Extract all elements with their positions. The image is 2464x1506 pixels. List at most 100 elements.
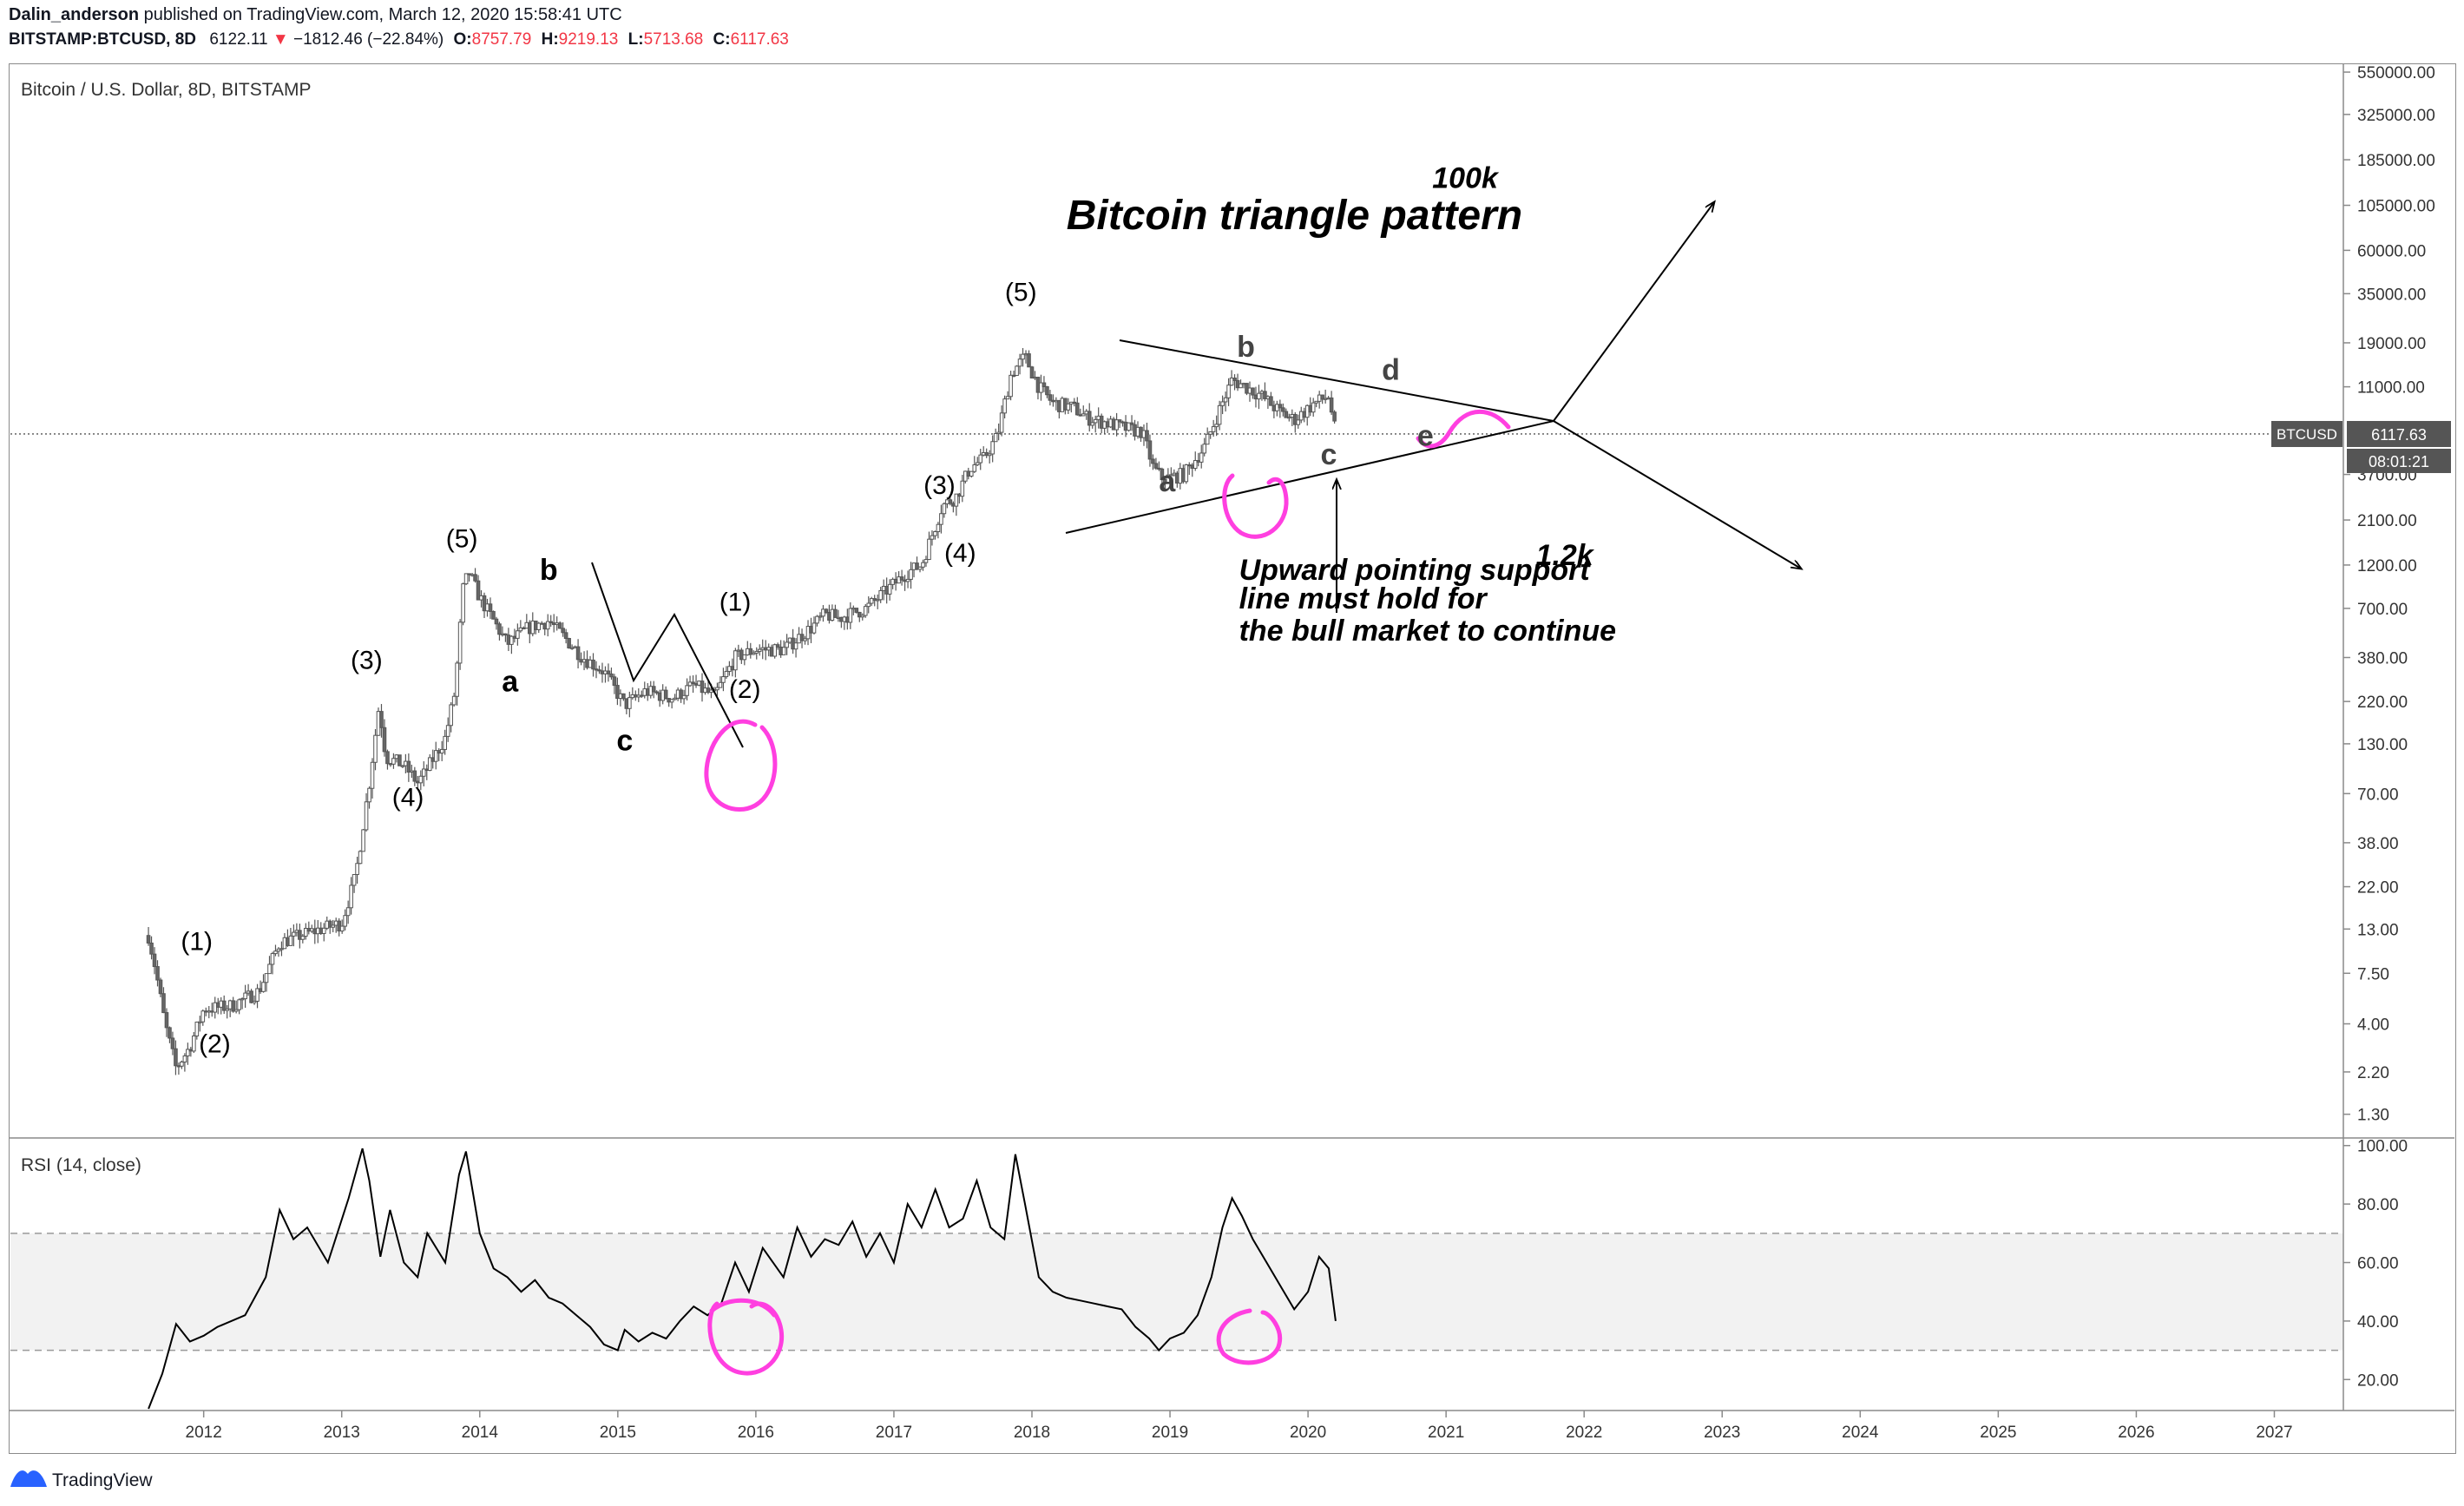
candle-body — [273, 950, 278, 955]
candle-body — [781, 647, 786, 655]
chart-annotation: Upward pointing support — [1239, 554, 1592, 587]
time-tick-label: 2025 — [1980, 1424, 2016, 1442]
time-tick-label: 2013 — [324, 1424, 360, 1442]
candle-body — [751, 652, 756, 655]
price-tick-label: 220.00 — [2357, 694, 2408, 712]
candle-body — [561, 628, 565, 634]
candle-body — [1329, 397, 1334, 413]
chart-annotation: 1.2k — [1536, 539, 1595, 572]
wave-label: c — [1320, 438, 1337, 471]
candle-body — [279, 948, 284, 950]
candle-body — [990, 441, 995, 455]
price-tick-label: 4.00 — [2357, 1016, 2389, 1035]
candle-body — [476, 580, 481, 601]
candle-body — [1066, 403, 1071, 411]
candle-body — [451, 695, 457, 706]
pink-highlights — [704, 409, 1511, 1376]
candle-body — [292, 931, 296, 937]
candle-body — [969, 470, 974, 477]
candle-body — [443, 735, 447, 750]
candle-body — [237, 999, 241, 1010]
wave-lines — [591, 202, 1801, 748]
rsi-pane-title: RSI (14, close) — [21, 1155, 141, 1175]
candles-group — [146, 347, 1337, 1075]
candle-body — [1039, 382, 1043, 393]
candle-body — [627, 697, 632, 709]
candle-body — [1093, 418, 1098, 424]
price-tick-label: 2.20 — [2357, 1064, 2389, 1082]
candle-body — [799, 634, 805, 641]
open-label: O: — [453, 30, 472, 49]
wave-label: (2) — [199, 1030, 231, 1059]
abc-correction-line — [591, 562, 744, 748]
candle-body — [1147, 440, 1153, 460]
candle-body — [1232, 378, 1237, 381]
candle-body — [954, 493, 959, 507]
chart-annotation: 100k — [1432, 162, 1500, 195]
candle-body — [748, 648, 753, 655]
wave-label: e — [1417, 419, 1434, 452]
wave-label: a — [1159, 465, 1176, 498]
author-name[interactable]: Dalin_anderson — [9, 5, 140, 24]
candle-body — [1005, 396, 1010, 400]
candle-body — [331, 924, 336, 928]
candle-body — [352, 873, 357, 886]
candle-body — [516, 630, 520, 639]
candle-body — [231, 1000, 235, 1012]
countdown-tag-text: 08:01:21 — [2369, 453, 2429, 470]
tradingview-logo[interactable]: TradingView — [10, 1470, 153, 1490]
candle-body — [1151, 458, 1155, 464]
candle-body — [270, 953, 275, 965]
price-tick-label: 60000.00 — [2357, 242, 2426, 260]
time-tick-label: 2026 — [2118, 1424, 2154, 1442]
candle-body — [482, 595, 487, 612]
candle-body — [427, 757, 432, 772]
candle-body — [180, 1062, 184, 1067]
rsi-tick-label: 40.00 — [2357, 1313, 2399, 1332]
candle-body — [1217, 404, 1222, 425]
candle-body — [243, 992, 247, 1000]
candle-body — [575, 646, 581, 661]
candle-body — [343, 915, 347, 927]
ohlc-line: BITSTAMP:BTCUSD, 8D 6122.11 ▼ −1812.46 (… — [9, 30, 789, 49]
time-tick-label: 2022 — [1566, 1424, 1602, 1442]
candle-body — [421, 768, 426, 777]
candle-body — [186, 1049, 190, 1056]
time-tick-label: 2016 — [738, 1424, 774, 1442]
wave-label: a — [502, 665, 519, 698]
candle-body — [1269, 396, 1273, 406]
candle-body — [503, 633, 508, 636]
candle-body — [1199, 452, 1204, 463]
candle-body — [567, 638, 571, 648]
candle-body — [1081, 413, 1086, 417]
candle-body — [833, 608, 838, 618]
candle-body — [1117, 419, 1122, 423]
candle-body — [1029, 366, 1035, 378]
candle-body — [433, 750, 438, 762]
candle-body — [960, 480, 965, 497]
candle-body — [978, 454, 983, 464]
wave-label: (1) — [719, 589, 752, 617]
candle-body — [1090, 422, 1095, 426]
candle-body — [917, 566, 923, 570]
candle-body — [615, 685, 620, 700]
candle-body — [1114, 419, 1119, 431]
symbol-label[interactable]: BITSTAMP:BTCUSD, 8D — [9, 30, 197, 49]
rsi-band — [10, 1233, 2343, 1351]
candle-body — [775, 644, 780, 648]
candle-body — [721, 676, 726, 683]
close-label: C: — [713, 30, 731, 49]
candle-body — [869, 598, 874, 604]
candle-body — [715, 687, 719, 691]
candle-body — [818, 615, 823, 618]
candle-body — [488, 603, 493, 612]
candle-body — [927, 538, 931, 561]
candle-body — [757, 648, 762, 652]
high-value: 9219.13 — [558, 30, 619, 49]
time-tick-label: 2023 — [1704, 1424, 1740, 1442]
candle-body — [915, 562, 919, 570]
publish-line: Dalin_anderson published on TradingView.… — [9, 5, 622, 25]
wave-label: d — [1382, 354, 1400, 387]
